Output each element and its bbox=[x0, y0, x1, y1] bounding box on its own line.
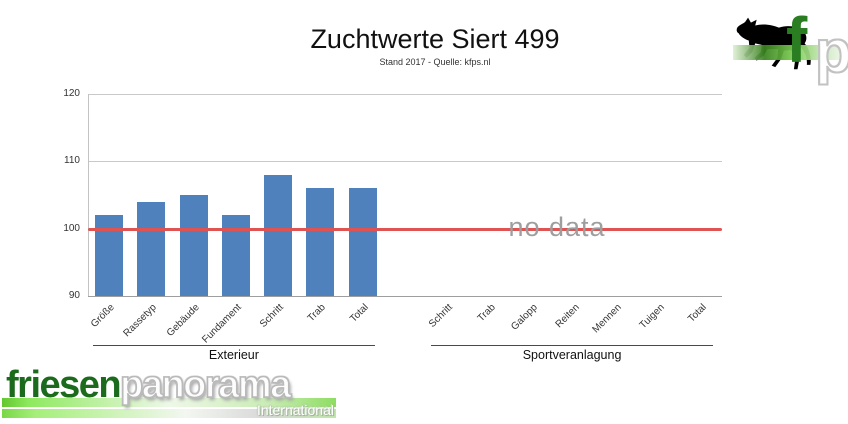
kfp-corner-logo: f p bbox=[733, 4, 848, 86]
category-group-label: Sportveranlagung bbox=[522, 348, 622, 362]
logo-letter-p: p bbox=[814, 18, 848, 85]
x-axis-line bbox=[88, 296, 722, 297]
category-group-line bbox=[93, 345, 375, 346]
category-group-line bbox=[431, 345, 713, 346]
y-axis-tick-label: 90 bbox=[68, 290, 80, 301]
baseline-100-line bbox=[88, 227, 722, 231]
y-axis-line bbox=[88, 94, 89, 296]
bar bbox=[264, 174, 293, 296]
logo-word-panorama: panorama bbox=[119, 364, 292, 406]
logo-stripe-bottom bbox=[2, 409, 336, 418]
logo-wordmark: friesenpanorama bbox=[6, 364, 292, 406]
horse-icon bbox=[733, 10, 819, 84]
gridline bbox=[88, 94, 722, 95]
bar bbox=[137, 201, 166, 296]
no-data-label: no data bbox=[508, 212, 606, 242]
logo-tagline: International bbox=[256, 402, 334, 418]
logo-letter-f: f bbox=[786, 4, 808, 76]
logo-green-band bbox=[733, 45, 846, 60]
bar bbox=[306, 188, 335, 296]
logo-word-friesen: friesen bbox=[6, 364, 122, 406]
y-axis-tick-label: 100 bbox=[63, 222, 80, 234]
chart-title: Zuchtwerte Siert 499 bbox=[310, 24, 560, 54]
category-group-label: Exterieur bbox=[208, 348, 259, 362]
chart-subtitle: Stand 2017 - Quelle: kfps.nl bbox=[379, 57, 491, 67]
friesenpanorama-logo: friesenpanorama International bbox=[2, 364, 342, 424]
bar bbox=[348, 188, 377, 296]
logo-stripe-top bbox=[2, 398, 336, 407]
gridline bbox=[88, 161, 722, 163]
bar bbox=[179, 195, 208, 296]
y-axis-tick-label: 110 bbox=[64, 155, 80, 167]
y-axis-tick-label: 120 bbox=[63, 88, 80, 99]
